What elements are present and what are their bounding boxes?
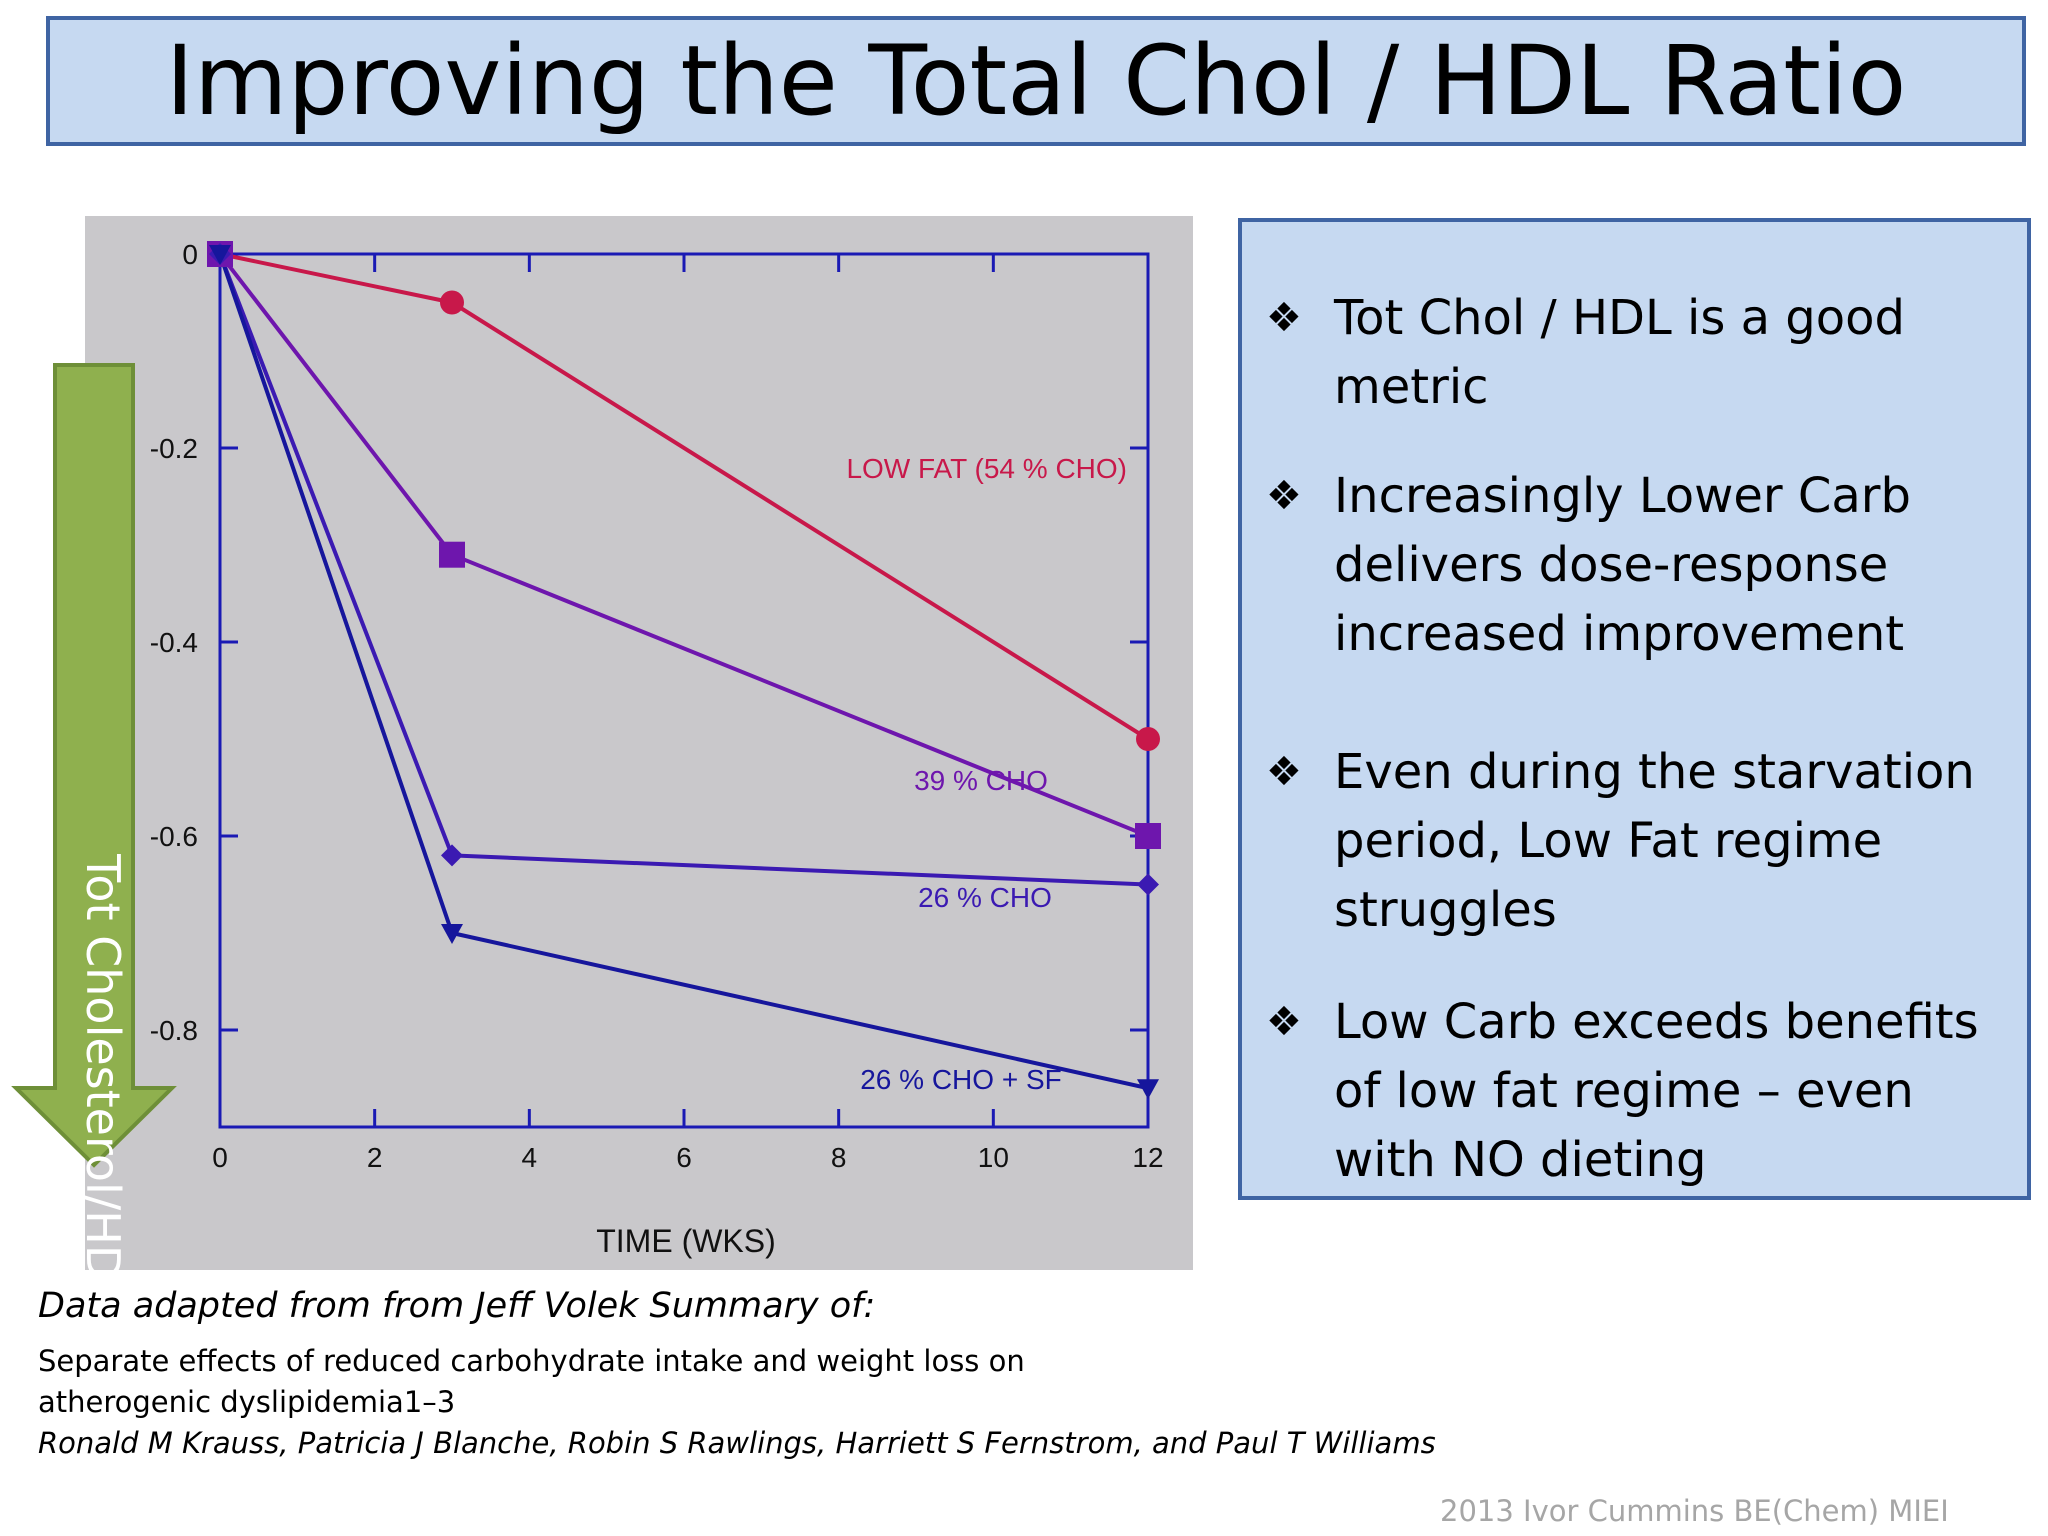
series-label: 26 % CHO [918, 882, 1052, 913]
x-tick-label: 10 [978, 1142, 1009, 1173]
y-tick-label: -0.2 [150, 433, 198, 464]
data-point-diamond [441, 844, 463, 867]
chart-axes: 0 2 4 6 8 10 12 0 -0.2 -0.4 -0.6 -0.8 [150, 239, 1164, 1173]
x-tick-label: 12 [1132, 1142, 1163, 1173]
line-chart: 0 2 4 6 8 10 12 0 -0.2 -0.4 -0.6 -0.8 LOW FAT (54 %… [150, 239, 1164, 1259]
y-axis-arrow-label: Tot Cholesterol/HDL [76, 854, 130, 1306]
y-tick-label: -0.6 [150, 821, 198, 852]
bullet-panel: ❖ Tot Chol / HDL is a good metric ❖ Incr… [1238, 218, 2031, 1200]
source-title-line-1: Separate effects of reduced carbohydrate… [38, 1344, 1025, 1378]
series-line [218, 252, 1149, 838]
data-point-triangle [209, 245, 231, 265]
series-label: LOW FAT (54 % CHO) [846, 453, 1127, 484]
data-point-square [439, 541, 465, 568]
chart-series-labels: LOW FAT (54 % CHO) 39 % CHO 26 % CHO 26 % C… [846, 453, 1127, 1095]
source-heading: Data adapted from from Jeff Volek Summar… [38, 1286, 876, 1326]
chart-series [207, 241, 1161, 1100]
series-label: 26 % CHO + SF [860, 1064, 1062, 1095]
bullet-text: Increasingly Lower Carb delivers dose-re… [1334, 468, 1912, 662]
x-tick-label: 6 [676, 1142, 692, 1173]
data-point-circle [1136, 727, 1160, 751]
bullet-text: Even during the starvation period, Low F… [1334, 744, 1975, 938]
slide-title: Improving the Total Chol / HDL Ratio [165, 25, 1907, 137]
bullet-text: Tot Chol / HDL is a good metric [1334, 290, 1905, 415]
bullet-glyph-icon: ❖ [1266, 295, 1302, 341]
x-axis-label: TIME (WKS) [596, 1223, 776, 1259]
series-line [218, 253, 1149, 1091]
bullet-item: ❖ Tot Chol / HDL is a good metric [1266, 284, 2011, 422]
data-point-diamond [1137, 873, 1159, 896]
bullet-text: Low Carb exceeds benefits of low fat reg… [1334, 994, 1979, 1188]
title-banner: Improving the Total Chol / HDL Ratio [46, 16, 2026, 146]
y-tick-label: 0 [182, 239, 198, 270]
plot-frame [218, 252, 1150, 1129]
bullet-item: ❖ Even during the starvation period, Low… [1266, 738, 2011, 945]
source-title-line-2: atherogenic dyslipidemia1–3 [38, 1385, 456, 1419]
down-arrow: Tot Cholesterol/HDL [10, 360, 180, 1306]
bullet-item: ❖ Increasingly Lower Carb delivers dose-… [1266, 462, 2011, 669]
y-tick-label: -0.4 [150, 627, 198, 658]
bullet-item: ❖ Low Carb exceeds benefits of low fat r… [1266, 988, 2011, 1195]
x-tick-label: 4 [522, 1142, 538, 1173]
bullet-glyph-icon: ❖ [1266, 999, 1302, 1045]
series-label: 39 % CHO [914, 765, 1048, 796]
y-tick-label: -0.8 [150, 1015, 198, 1046]
x-tick-label: 0 [212, 1142, 228, 1173]
data-point-triangle [441, 924, 463, 944]
chart-panel: 0 2 4 6 8 10 12 0 -0.2 -0.4 -0.6 -0.8 LOW FAT (54 %… [85, 216, 1193, 1270]
data-point-circle [440, 290, 464, 315]
source-authors: Ronald M Krauss, Patricia J Blanche, Rob… [38, 1426, 1436, 1460]
x-tick-label: 2 [367, 1142, 383, 1173]
bullet-glyph-icon: ❖ [1266, 749, 1302, 795]
data-point-triangle [1137, 1079, 1159, 1100]
x-tick-label: 8 [831, 1142, 847, 1173]
down-arrow-icon [11, 363, 177, 1168]
data-point-square [1135, 823, 1161, 849]
bullet-glyph-icon: ❖ [1266, 473, 1302, 519]
footer-credit: 2013 Ivor Cummins BE(Chem) MIEI [1440, 1494, 1949, 1528]
